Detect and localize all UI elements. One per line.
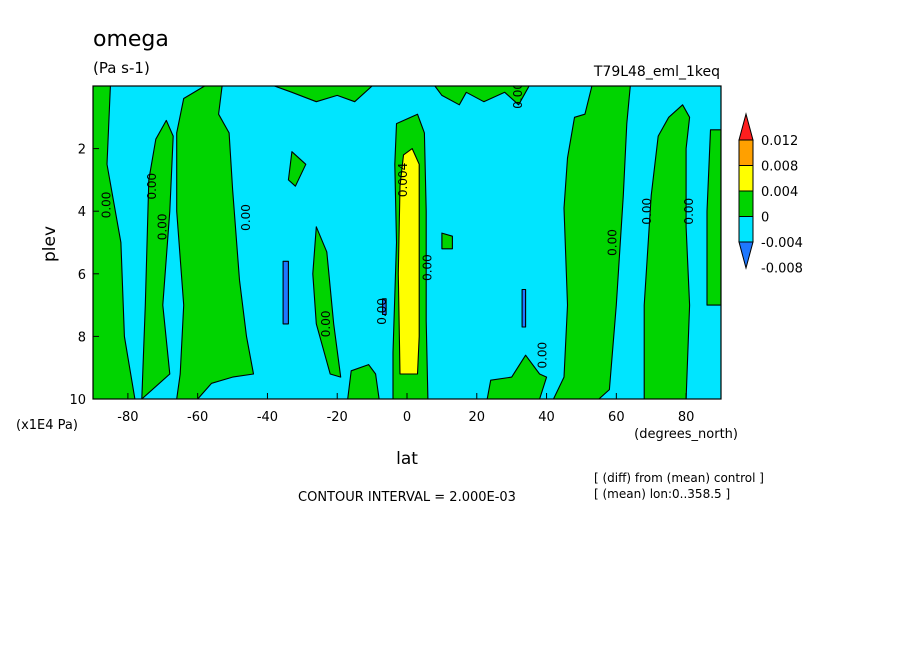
contour-interval: CONTOUR INTERVAL = 2.000E-03	[298, 490, 516, 505]
y-tick-label: 8	[78, 330, 86, 345]
contour-label: 0.00	[239, 204, 253, 231]
contour-region-5	[347, 364, 380, 399]
contour-region-15	[282, 260, 289, 325]
y-tick-label: 4	[78, 205, 86, 220]
x-unit-label: (degrees_north)	[634, 427, 738, 442]
colorbar-bottom-arrow	[738, 241, 754, 270]
colorbar-segment	[738, 216, 754, 243]
colorbar-segment	[738, 165, 754, 192]
y-tick-label: 10	[69, 393, 86, 408]
contour-region-17	[382, 298, 387, 316]
contour-label: 0.00	[511, 82, 525, 109]
contour-label: 0.00	[155, 213, 169, 240]
y-unit-label: (x1E4 Pa)	[16, 418, 78, 433]
x-tick-label: -60	[187, 410, 208, 425]
colorbar: -0.008 -0.004 0 0.004 0.008 0.012	[738, 112, 803, 277]
contour-region-12	[706, 129, 721, 306]
contour-region-11	[643, 104, 691, 399]
y-ticks: 2 4 6 8 10	[69, 143, 99, 408]
plot-area: 0.000.000.00 0.000.00 0.000.0040.000.000.0…	[69, 82, 722, 425]
contour-label: 0.00	[640, 198, 654, 225]
contour-label: 0.00	[682, 198, 696, 225]
footnote-diff: [ (diff) from (mean) control ]	[594, 471, 764, 485]
x-tick-label: 20	[469, 410, 486, 425]
contour-labels: 0.00 0.00 0.00 0.00 0.00 0.00 0.004 0.00 0.00 0.0…	[99, 82, 696, 369]
contour-region-7	[397, 148, 420, 375]
colorbar-label: 0	[761, 211, 769, 226]
x-tick-label: -20	[327, 410, 348, 425]
colorbar-top-arrow	[738, 112, 754, 141]
colorbar-label: 0.012	[761, 134, 798, 149]
contour-label: 0.00	[536, 342, 550, 369]
contour-label: 0.00	[605, 229, 619, 256]
contour-label: 0.00	[99, 192, 113, 219]
x-tick-label: -80	[117, 410, 138, 425]
contour-region-0	[93, 86, 136, 399]
colorbar-label: -0.004	[761, 236, 803, 251]
contour-label: 0.004	[396, 163, 410, 197]
contour-region-10	[552, 86, 631, 399]
x-tick-label: -40	[257, 410, 278, 425]
contour-region-9	[486, 354, 548, 399]
contour-region-14	[434, 86, 530, 106]
contour-region-4	[312, 226, 342, 378]
contour-region-16	[521, 288, 527, 328]
contour-region-2	[176, 86, 255, 399]
chart-units: (Pa s-1)	[93, 59, 150, 77]
contour-label: 0.00	[145, 173, 159, 200]
colorbar-segment	[738, 190, 754, 217]
x-axis-label: lat	[396, 449, 418, 469]
contour-region-13	[197, 86, 373, 103]
contour-label: 0.00	[420, 254, 434, 281]
contour-label: 0.00	[319, 311, 333, 338]
run-label: T79L48_eml_1keq	[593, 64, 720, 80]
colorbar-label: 0.004	[761, 185, 798, 200]
filled-regions	[93, 86, 721, 399]
y-axis-label: plev	[40, 226, 60, 262]
contour-label: 0.00	[375, 298, 389, 325]
contour-region-1	[141, 119, 174, 399]
x-ticks: -80 -60 -40 -20 0 20 40 60 80	[117, 393, 694, 425]
x-tick-label: 0	[403, 410, 411, 425]
colorbar-segment	[738, 139, 754, 166]
x-tick-label: 40	[538, 410, 555, 425]
x-tick-label: 80	[678, 410, 695, 425]
y-tick-label: 2	[78, 143, 86, 158]
footnote-mean: [ (mean) lon:0..358.5 ]	[594, 487, 730, 501]
chart-title: omega	[93, 27, 169, 52]
y-tick-label: 6	[78, 268, 86, 283]
colorbar-label: -0.008	[761, 262, 803, 277]
x-tick-label: 60	[608, 410, 625, 425]
contour-region-8	[441, 232, 453, 250]
colorbar-label: 0.008	[761, 160, 798, 175]
contour-region-3	[287, 151, 307, 187]
